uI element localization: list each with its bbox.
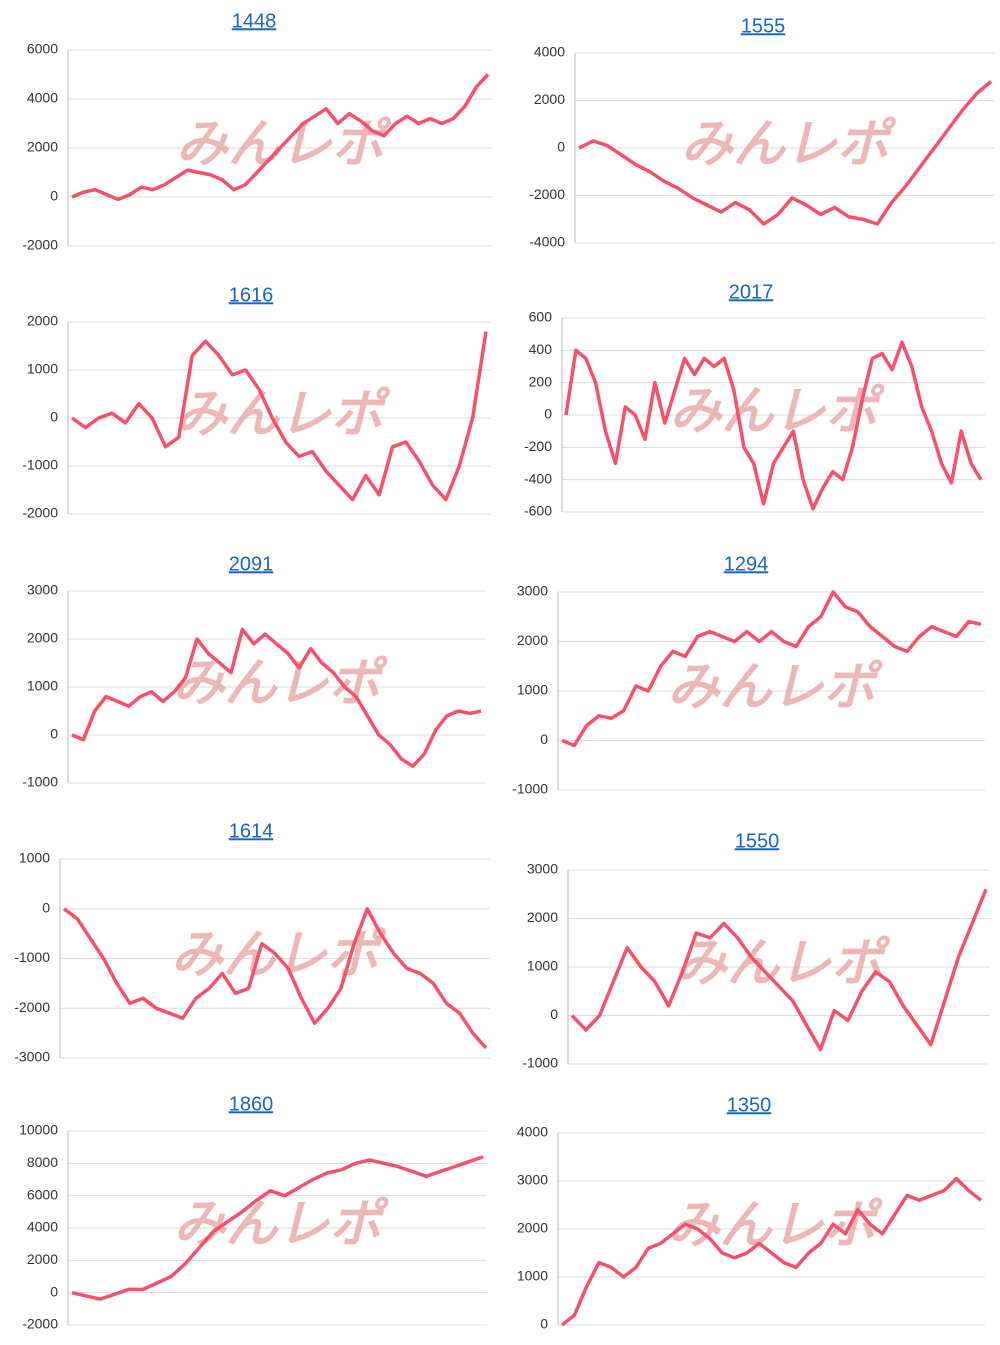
y-tick-label: 4000 [27,1219,58,1235]
y-tick-label: 1000 [19,850,50,866]
y-tick-label: 2000 [27,139,58,155]
watermark: みんレポ [173,1196,389,1254]
data-line [71,73,490,202]
chart-panel: 2091 -1000 0 1000 2000 3000 みんレポ [22,553,485,790]
y-tick-label: 2000 [517,632,548,648]
data-line [578,80,993,226]
y-tick-label: 0 [557,139,565,155]
y-tick-label: -1000 [22,774,58,790]
data-line [70,331,488,502]
y-tick-label: 4000 [27,90,58,106]
y-tick-label: -2000 [529,186,565,202]
y-tick-label: -2000 [14,999,50,1015]
y-tick-label: 1000 [27,361,58,377]
y-tick-label: -1000 [512,781,548,797]
y-tick-label: 1000 [527,958,558,974]
watermark: みんレポ [171,926,387,984]
y-tick-label: 1000 [27,678,58,694]
y-tick-label: 0 [42,899,50,915]
y-tick-label: 400 [529,341,553,357]
y-tick-label: -1000 [522,1055,558,1071]
chart-title[interactable]: 1614 [229,820,274,842]
data-line [564,340,983,511]
y-tick-label: -2000 [22,1316,58,1332]
data-line [560,1176,983,1327]
y-tick-label: 3000 [27,582,58,598]
data-line [561,590,982,748]
watermark: みんレポ [172,655,388,713]
data-line [62,907,488,1050]
y-tick-label: 6000 [27,1186,58,1202]
y-tick-label: 4000 [517,1124,548,1140]
y-tick-label: -600 [524,503,552,519]
y-tick-label: 1000 [517,1268,548,1284]
watermark: みんレポ [667,659,883,717]
y-tick-label: 200 [529,373,553,389]
chart-title[interactable]: 1860 [229,1093,274,1115]
y-tick-label: 0 [550,1006,558,1022]
y-tick-label: 3000 [517,1172,548,1188]
y-tick-label: -400 [524,470,552,486]
y-tick-label: -1000 [22,457,58,473]
chart-title[interactable]: 1616 [229,284,274,306]
chart-panel: 1860 -2000 0 2000 4000 6000 8000 10000 みんレポ [19,1093,487,1332]
y-tick-label: 10000 [19,1122,58,1138]
y-tick-label: 3000 [527,861,558,877]
watermark: みんレポ [675,935,891,993]
y-tick-label: 2000 [534,91,565,107]
watermark: みんレポ [681,116,897,174]
y-tick-label: 2000 [527,909,558,925]
y-tick-label: -2000 [22,237,58,253]
y-tick-label: 2000 [27,1251,58,1267]
y-tick-label: 0 [50,1283,58,1299]
chart-panel: 1550 -1000 0 1000 2000 3000 みんレポ [522,830,990,1071]
y-tick-label: 6000 [27,41,58,57]
y-tick-label: 0 [540,731,548,747]
chart-title[interactable]: 1350 [727,1094,772,1116]
y-tick-label: -4000 [529,234,565,250]
y-tick-label: 3000 [517,583,548,599]
y-tick-label: -2000 [22,505,58,521]
y-tick-label: 2000 [27,313,58,329]
y-tick-label: 0 [544,406,552,422]
chart-panel: 1294 -1000 0 1000 2000 3000 みんレポ [512,553,985,797]
chart-title[interactable]: 2091 [229,553,274,575]
y-tick-label: 1000 [517,682,548,698]
y-tick-label: -1000 [14,949,50,965]
chart-panel: 2017 -600 -400 -200 0 200 400 600 みんレポ [524,281,985,519]
data-line [71,1155,484,1301]
chart-panel: 1350 0 1000 2000 3000 4000 みんレポ [517,1094,985,1332]
watermark: みんレポ [669,383,885,441]
chart-title[interactable]: 1555 [741,15,786,37]
data-line [71,627,482,768]
y-tick-label: 0 [540,1316,548,1332]
chart-title[interactable]: 2017 [729,281,774,303]
chart-panel: 1614 -3000 -2000 -1000 0 1000 みんレポ [14,820,490,1065]
y-tick-label: 2000 [27,630,58,646]
chart-title[interactable]: 1448 [232,10,277,32]
y-tick-label: 2000 [517,1220,548,1236]
y-tick-label: 8000 [27,1154,58,1170]
chart-title[interactable]: 1294 [724,553,769,575]
data-line [570,888,988,1052]
watermark: みんレポ [667,1197,883,1255]
y-tick-label: 0 [50,409,58,425]
y-tick-label: 0 [50,188,58,204]
chart-title[interactable]: 1550 [735,830,780,852]
y-tick-label: 600 [529,309,553,325]
y-tick-label: 4000 [534,44,565,60]
y-tick-label: -200 [524,438,552,454]
chart-panel: 1555 -4000 -2000 0 2000 4000 みんレポ [529,15,995,250]
y-tick-label: 0 [50,726,58,742]
y-tick-label: -3000 [14,1049,50,1065]
